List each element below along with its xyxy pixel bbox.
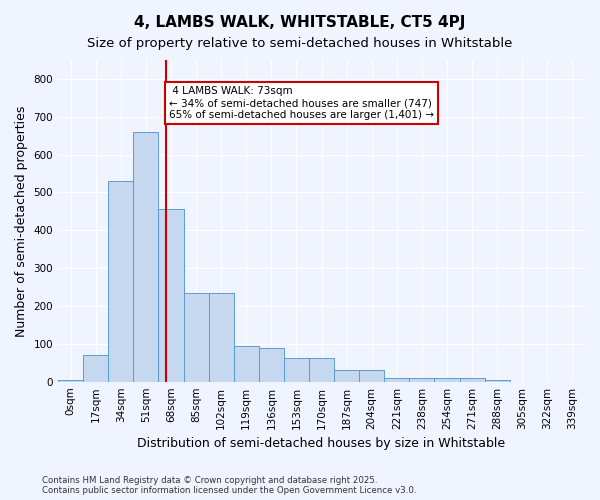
Text: Contains HM Land Registry data © Crown copyright and database right 2025.
Contai: Contains HM Land Registry data © Crown c… [42, 476, 416, 495]
Bar [309, 358, 334, 382]
Bar [434, 378, 460, 382]
Bar [334, 370, 359, 382]
X-axis label: Distribution of semi-detached houses by size in Whitstable: Distribution of semi-detached houses by … [137, 437, 506, 450]
Bar [158, 210, 184, 382]
Bar [359, 370, 384, 382]
Bar [460, 378, 485, 382]
Text: Size of property relative to semi-detached houses in Whitstable: Size of property relative to semi-detach… [88, 38, 512, 51]
Bar [108, 181, 133, 382]
Bar [83, 355, 108, 382]
Bar [409, 378, 434, 382]
Text: 4 LAMBS WALK: 73sqm
← 34% of semi-detached houses are smaller (747)
65% of semi-: 4 LAMBS WALK: 73sqm ← 34% of semi-detach… [169, 86, 434, 120]
Bar [133, 132, 158, 382]
Text: 4, LAMBS WALK, WHITSTABLE, CT5 4PJ: 4, LAMBS WALK, WHITSTABLE, CT5 4PJ [134, 15, 466, 30]
Bar [259, 348, 284, 382]
Bar [485, 380, 510, 382]
Bar [58, 380, 83, 382]
Bar [384, 378, 409, 382]
Y-axis label: Number of semi-detached properties: Number of semi-detached properties [15, 105, 28, 336]
Bar [209, 292, 233, 382]
Bar [184, 292, 209, 382]
Bar [233, 346, 259, 382]
Bar [284, 358, 309, 382]
